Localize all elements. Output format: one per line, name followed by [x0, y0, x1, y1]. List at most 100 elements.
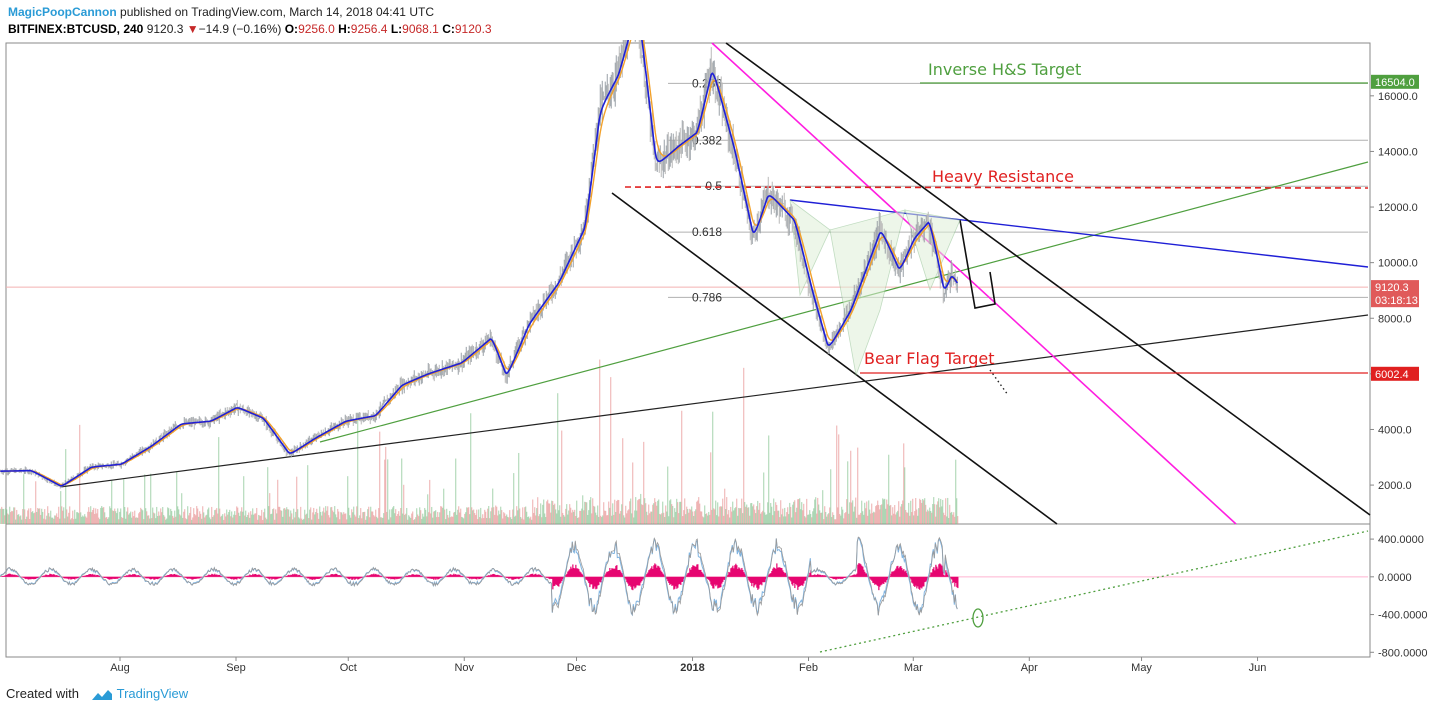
volume-bar	[62, 510, 64, 524]
osc-histogram-bar	[952, 576, 954, 584]
volume-bar	[320, 511, 322, 524]
volume-bar	[746, 504, 748, 524]
volume-bar	[813, 508, 815, 524]
osc-histogram-bar	[691, 567, 693, 577]
volume-bar	[724, 488, 726, 524]
volume-bar	[200, 513, 202, 524]
volume-bar	[416, 508, 418, 524]
osc-histogram-bar	[597, 576, 599, 586]
volume-bar	[792, 504, 794, 524]
volume-bar	[194, 514, 196, 524]
volume-bar	[110, 508, 112, 524]
oscillator-pane[interactable]	[5, 523, 1371, 658]
volume-bar	[113, 511, 115, 524]
volume-bar	[516, 506, 518, 524]
volume-bar	[284, 508, 286, 524]
volume-bar	[604, 510, 606, 524]
down-arrow-icon: ▼	[186, 22, 199, 36]
volume-bar	[835, 519, 837, 524]
osc-histogram-bar	[903, 569, 905, 577]
volume-bar	[468, 507, 470, 524]
osc-histogram-bar	[873, 576, 875, 584]
volume-bar	[646, 511, 648, 524]
volume-bar	[231, 511, 233, 524]
osc-histogram-bar	[794, 576, 796, 589]
volume-bar	[776, 504, 778, 524]
volume-bar	[952, 514, 954, 524]
osc-histogram-bar	[126, 575, 128, 577]
osc-histogram-bar	[748, 576, 750, 581]
osc-histogram-bar	[405, 576, 407, 577]
osc-histogram-bar	[955, 576, 957, 583]
author-link[interactable]: MagicPoopCannon	[8, 5, 117, 19]
osc-histogram-bar	[136, 575, 138, 577]
osc-histogram-bar	[865, 573, 867, 577]
volume-bar	[478, 509, 480, 524]
volume-bar	[212, 516, 214, 524]
volume-bar	[568, 510, 570, 524]
osc-histogram-bar	[788, 576, 790, 579]
volume-bar	[149, 518, 151, 524]
volume-bar	[398, 511, 400, 524]
volume-bar	[909, 515, 911, 524]
volume-bar	[612, 503, 614, 524]
osc-histogram-bar	[454, 574, 456, 577]
volume-bar	[546, 501, 548, 524]
volume-bar	[691, 506, 693, 524]
osc-histogram-bar	[880, 576, 882, 586]
volume-bar	[951, 511, 953, 524]
volume-bar	[853, 511, 855, 524]
osc-histogram-bar	[194, 576, 196, 579]
volume-bar	[580, 510, 582, 524]
osc-histogram-bar	[9, 573, 11, 577]
volume-bar	[904, 467, 906, 524]
osc-histogram-bar	[397, 576, 399, 579]
tradingview-link[interactable]: TradingView	[116, 686, 189, 701]
volume-bar	[741, 498, 743, 524]
volume-bar	[21, 519, 23, 524]
volume-bar	[300, 506, 302, 524]
osc-histogram-bar	[535, 573, 537, 577]
volume-bar	[92, 509, 94, 524]
osc-histogram-bar	[851, 575, 853, 577]
volume-bar	[187, 506, 189, 524]
volume-bar	[347, 476, 349, 524]
volume-bar	[119, 511, 121, 524]
osc-histogram-bar	[605, 573, 607, 577]
osc-histogram-bar	[498, 575, 500, 577]
volume-bar	[782, 508, 784, 524]
osc-histogram-bar	[153, 576, 155, 580]
volume-bar	[51, 517, 53, 524]
osc-histogram-bar	[626, 576, 628, 583]
osc-histogram-bar	[473, 576, 475, 579]
osc-histogram-bar	[259, 574, 261, 577]
price-pane[interactable]	[5, 42, 1371, 525]
osc-histogram-bar	[675, 576, 677, 587]
volume-bar	[452, 516, 454, 524]
osc-histogram-bar	[659, 567, 661, 577]
volume-bar	[479, 517, 481, 524]
osc-histogram-bar	[679, 576, 681, 584]
osc-histogram-bar	[280, 576, 282, 579]
osc-histogram-bar	[882, 576, 884, 584]
volume-bar	[793, 501, 795, 524]
osc-histogram-bar	[541, 575, 543, 577]
volume-bar	[929, 507, 931, 524]
volume-bar	[477, 519, 479, 524]
osc-histogram-bar	[598, 576, 600, 585]
time-axis[interactable]: Aug Sep Oct Nov Dec 2018 Feb Mar Apr May Jun	[110, 657, 1266, 674]
volume-bar	[471, 507, 473, 524]
volume-bar	[708, 511, 710, 524]
osc-histogram-bar	[416, 574, 418, 577]
volume-bar	[89, 511, 91, 524]
volume-bar	[291, 513, 293, 524]
volume-bar	[767, 502, 769, 524]
symbol-name[interactable]: BITFINEX:BTCUSD, 240	[8, 22, 144, 36]
volume-bar	[637, 500, 639, 524]
volume-bar	[87, 511, 89, 524]
osc-histogram-bar	[758, 576, 760, 589]
volume-bar	[33, 513, 35, 524]
osc-histogram-bar	[95, 575, 97, 577]
